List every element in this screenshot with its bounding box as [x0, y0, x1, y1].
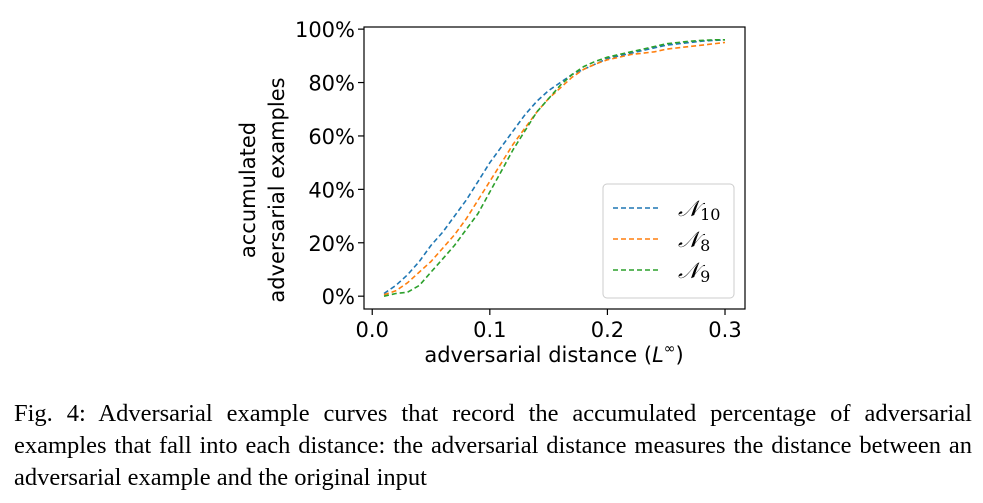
x-tick-label: 0.0 — [356, 318, 389, 342]
x-tick-label: 0.3 — [708, 318, 741, 342]
chart: 0.0 0.1 0.2 0.3 0% 20% 40% 60% 80% 100% adversar… — [236, 18, 746, 367]
y-tick-label: 80% — [308, 72, 355, 96]
x-tick-label: 0.2 — [591, 318, 624, 342]
y-tick-label: 0% — [322, 285, 355, 309]
figure-caption: Fig. 4: Adversarial example curves that … — [14, 400, 972, 491]
x-axis-title: adversarial distance (L∞) — [424, 341, 683, 367]
y-tick-label: 100% — [295, 18, 355, 42]
y-axis-title: accumulated adversarial examples — [236, 77, 289, 302]
legend-frame — [602, 183, 735, 299]
x-tick-label: 0.1 — [473, 318, 506, 342]
plot-frame — [363, 26, 746, 310]
y-tick-label: 20% — [308, 232, 355, 256]
series-line-9 — [383, 38, 725, 297]
series-line-8 — [383, 41, 726, 296]
y-axis-title-line-1: accumulated — [236, 122, 260, 258]
plot-lines — [383, 38, 726, 297]
legend-label-10: 𝒩10 — [678, 197, 720, 224]
y-axis: 0% 20% 40% 60% 80% 100% — [295, 18, 364, 309]
y-tick-label: 60% — [308, 125, 355, 149]
x-axis: 0.0 0.1 0.2 0.3 — [356, 309, 742, 342]
series-line-10 — [383, 39, 726, 295]
y-tick-label: 40% — [308, 178, 355, 202]
y-axis-title-line-2: adversarial examples — [265, 77, 289, 302]
